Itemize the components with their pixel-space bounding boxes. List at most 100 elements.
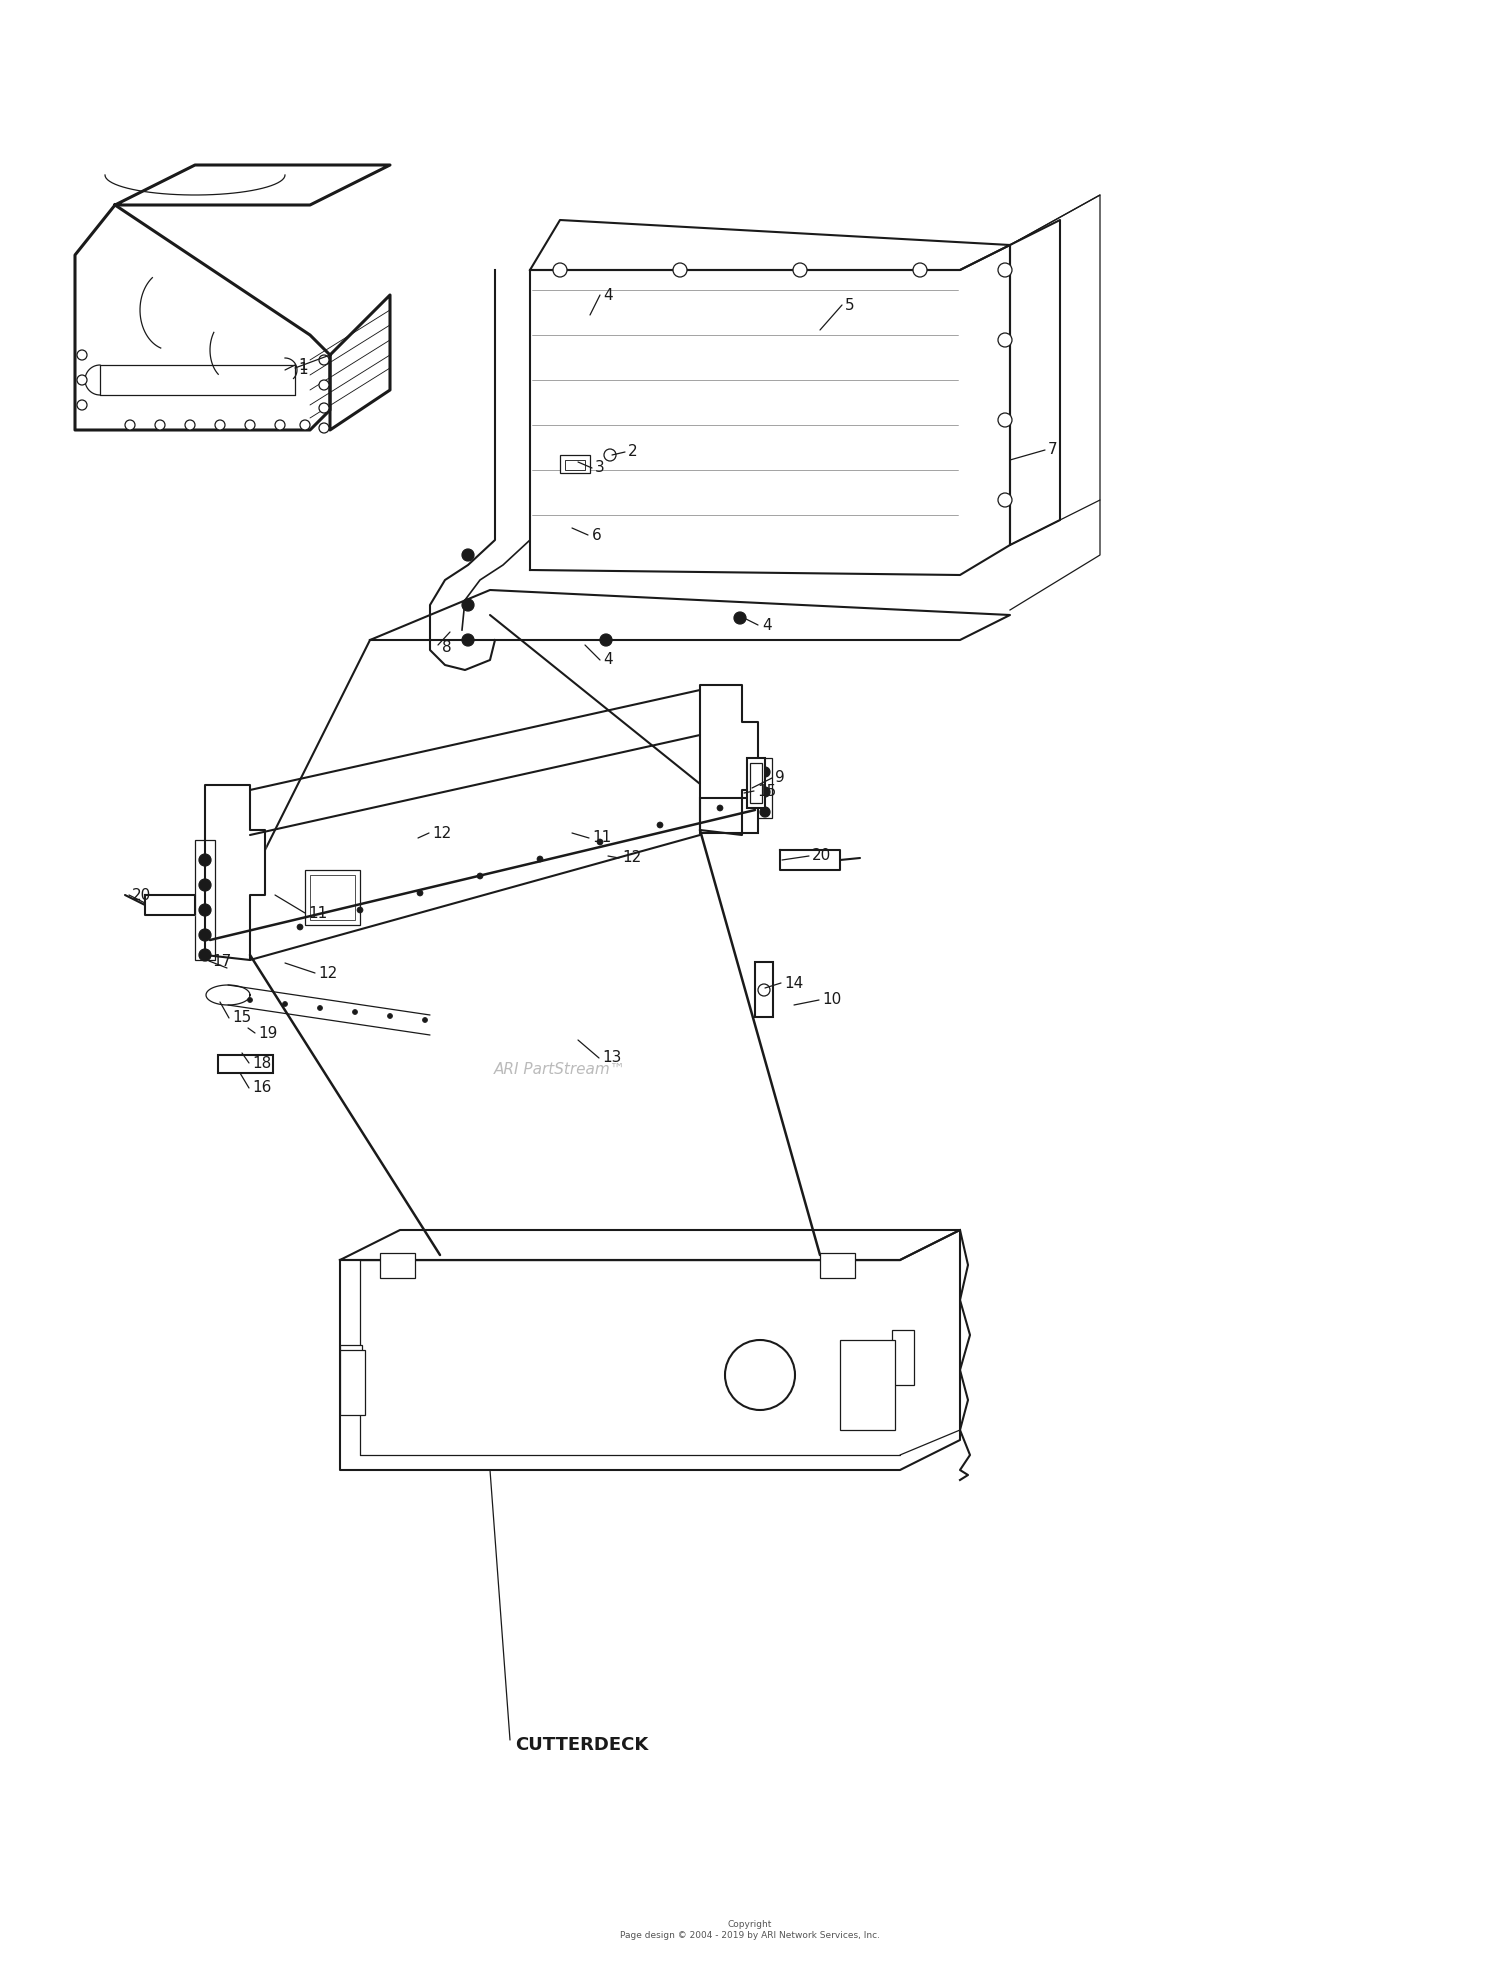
- Text: ARI PartStream™: ARI PartStream™: [494, 1063, 626, 1077]
- Circle shape: [674, 263, 687, 277]
- Circle shape: [462, 548, 474, 560]
- Circle shape: [477, 873, 483, 879]
- Polygon shape: [700, 685, 758, 836]
- Circle shape: [914, 263, 927, 277]
- Circle shape: [387, 1014, 393, 1018]
- Text: 2: 2: [628, 444, 638, 459]
- Bar: [821, 1253, 855, 1277]
- Circle shape: [320, 424, 328, 434]
- Text: 20: 20: [132, 887, 152, 903]
- Text: 8: 8: [442, 640, 452, 655]
- Polygon shape: [1010, 220, 1060, 545]
- Text: 1: 1: [298, 362, 307, 378]
- Text: CUTTERDECK: CUTTERDECK: [514, 1736, 648, 1754]
- Bar: [754, 962, 772, 1018]
- Polygon shape: [530, 170, 1100, 220]
- Circle shape: [717, 806, 723, 812]
- Text: 12: 12: [432, 826, 451, 840]
- Circle shape: [760, 808, 770, 818]
- Circle shape: [597, 840, 603, 845]
- Circle shape: [794, 263, 807, 277]
- Bar: [217, 1055, 273, 1073]
- Text: 15: 15: [232, 1010, 250, 1026]
- Polygon shape: [370, 590, 1010, 640]
- Circle shape: [300, 420, 310, 430]
- Text: 14: 14: [784, 976, 804, 990]
- Bar: [195, 840, 214, 960]
- Circle shape: [184, 420, 195, 430]
- Bar: [758, 758, 772, 818]
- Circle shape: [320, 354, 328, 364]
- Circle shape: [760, 786, 770, 798]
- Text: 12: 12: [318, 966, 338, 980]
- Circle shape: [998, 263, 1012, 277]
- Circle shape: [998, 414, 1012, 428]
- Polygon shape: [340, 1230, 960, 1469]
- Bar: [747, 758, 765, 808]
- Circle shape: [200, 905, 211, 917]
- Circle shape: [320, 404, 328, 414]
- Circle shape: [76, 374, 87, 384]
- Circle shape: [758, 984, 770, 996]
- Circle shape: [244, 420, 255, 430]
- Circle shape: [657, 822, 663, 828]
- Circle shape: [318, 1006, 322, 1010]
- Text: 16: 16: [252, 1081, 272, 1095]
- Bar: [892, 1331, 914, 1384]
- Polygon shape: [530, 220, 1010, 269]
- Circle shape: [760, 766, 770, 776]
- Circle shape: [554, 263, 567, 277]
- Text: 11: 11: [592, 830, 612, 845]
- Bar: [750, 762, 762, 804]
- Circle shape: [297, 925, 303, 931]
- Text: 19: 19: [258, 1026, 278, 1041]
- Text: 1: 1: [298, 358, 307, 372]
- Text: 20: 20: [812, 849, 831, 863]
- Bar: [840, 1340, 896, 1430]
- Text: 5: 5: [844, 297, 855, 313]
- Text: 18: 18: [252, 1055, 272, 1071]
- Text: 4: 4: [603, 653, 612, 667]
- Circle shape: [76, 350, 87, 360]
- Circle shape: [200, 853, 211, 865]
- Polygon shape: [330, 295, 390, 430]
- Bar: [700, 798, 758, 834]
- Bar: [304, 869, 360, 925]
- Circle shape: [537, 855, 543, 861]
- Text: 15: 15: [758, 784, 777, 798]
- Text: 11: 11: [308, 905, 327, 921]
- Circle shape: [604, 449, 616, 461]
- Circle shape: [417, 889, 423, 897]
- Polygon shape: [530, 246, 1010, 574]
- Polygon shape: [75, 206, 330, 430]
- Bar: [340, 1350, 364, 1416]
- Text: 12: 12: [622, 851, 642, 865]
- Polygon shape: [116, 164, 390, 206]
- Circle shape: [998, 493, 1012, 507]
- Text: 13: 13: [602, 1051, 621, 1065]
- Circle shape: [998, 333, 1012, 346]
- Text: 10: 10: [822, 992, 842, 1008]
- Text: 4: 4: [603, 287, 612, 303]
- Circle shape: [282, 1002, 288, 1006]
- Polygon shape: [206, 984, 251, 1006]
- Polygon shape: [1010, 194, 1100, 610]
- Text: 4: 4: [762, 618, 771, 632]
- Circle shape: [154, 420, 165, 430]
- Circle shape: [357, 907, 363, 913]
- Circle shape: [352, 1010, 357, 1014]
- Bar: [560, 455, 590, 473]
- Circle shape: [724, 1340, 795, 1410]
- Circle shape: [462, 634, 474, 645]
- Bar: [566, 459, 585, 469]
- Polygon shape: [206, 784, 266, 960]
- Circle shape: [76, 400, 87, 410]
- Text: 3: 3: [596, 461, 604, 475]
- Circle shape: [462, 600, 474, 612]
- Polygon shape: [780, 849, 840, 869]
- Circle shape: [248, 998, 252, 1002]
- Circle shape: [423, 1018, 427, 1022]
- Text: Copyright
Page design © 2004 - 2019 by ARI Network Services, Inc.: Copyright Page design © 2004 - 2019 by A…: [620, 1921, 880, 1940]
- Circle shape: [200, 879, 211, 891]
- Text: 7: 7: [1048, 442, 1058, 457]
